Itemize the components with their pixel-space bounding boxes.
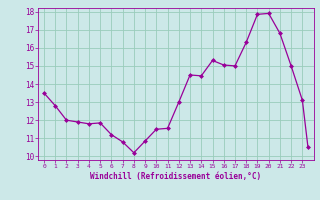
X-axis label: Windchill (Refroidissement éolien,°C): Windchill (Refroidissement éolien,°C) — [91, 172, 261, 181]
